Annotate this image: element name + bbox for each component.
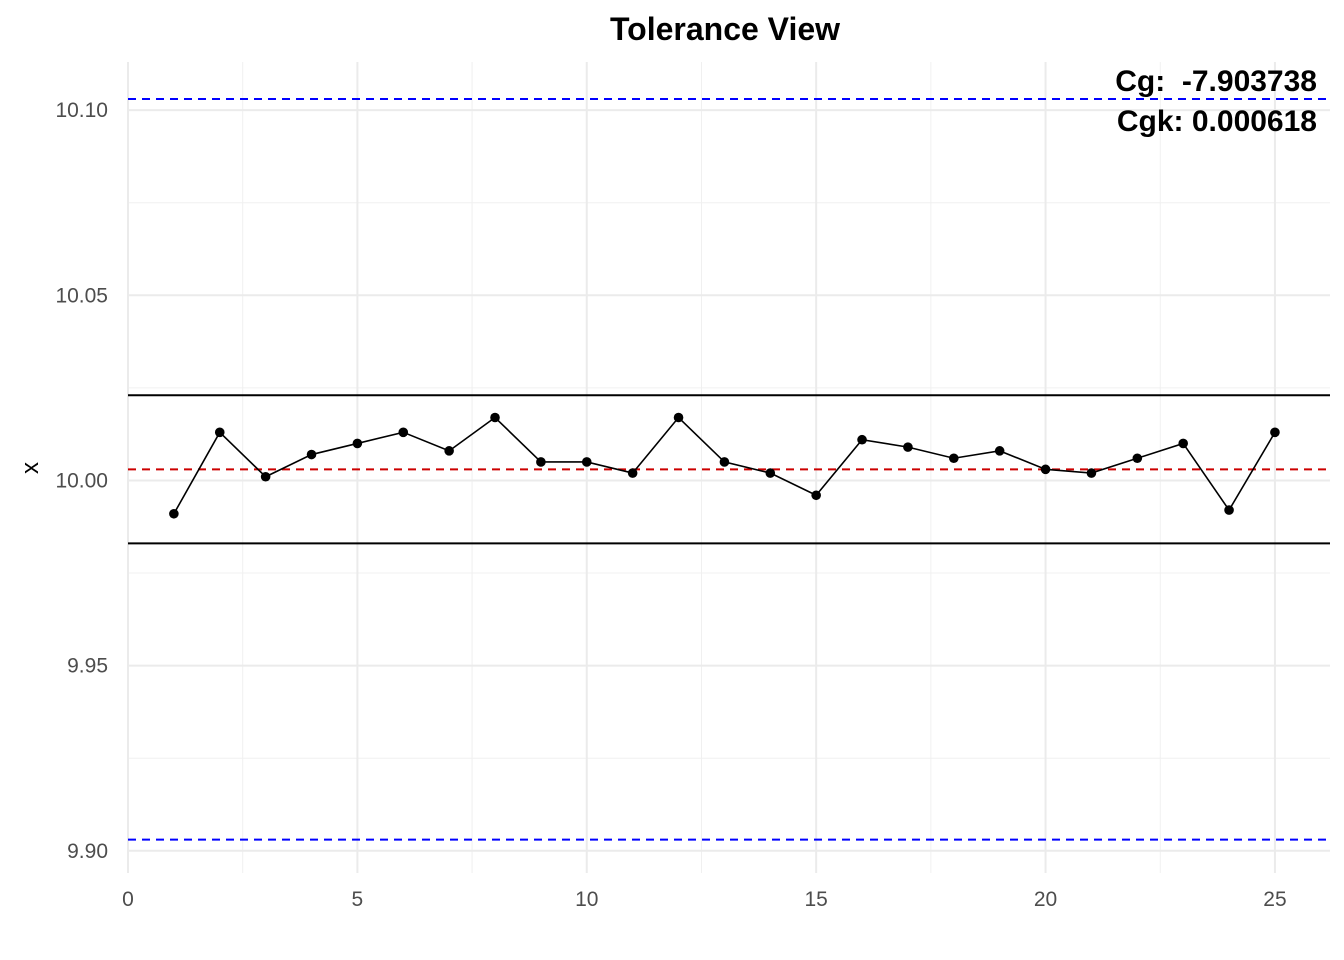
data-point: [581, 457, 592, 467]
data-point: [627, 468, 638, 478]
x-tick-label: 25: [1263, 888, 1286, 911]
data-point: [719, 457, 730, 467]
data-point: [1040, 464, 1051, 475]
x-tick-label: 15: [804, 888, 827, 911]
data-point: [444, 446, 454, 456]
y-tick-labels: 9.90 9.95 10.00 10.05 10.10: [55, 99, 108, 863]
minor-gridlines: [128, 62, 1330, 873]
data-point: [1086, 468, 1097, 478]
annotation-text: Cgk: 0.000618: [1117, 105, 1317, 138]
data-point: [994, 446, 1005, 456]
annotation-text: Cg: -7.903738: [1115, 65, 1317, 98]
major-gridlines: [127, 62, 1330, 873]
annotations: Cg: -7.903738 Cgk: 0.000618: [1115, 65, 1317, 138]
y-tick-label: 10.05: [55, 284, 108, 307]
data-point: [260, 471, 271, 482]
chart-title: Tolerance View: [610, 11, 840, 47]
data-point: [214, 427, 225, 438]
y-tick-label: 9.95: [67, 655, 108, 678]
data-point: [536, 457, 546, 467]
x-tick-label: 5: [352, 888, 364, 911]
data-point: [169, 508, 179, 519]
data-point: [1178, 438, 1188, 449]
x-tick-labels: 0 5 10 15 20 25: [122, 888, 1286, 911]
data-point: [811, 490, 821, 501]
data-point: [1270, 427, 1280, 438]
data-point: [398, 427, 409, 438]
x-tick-label: 20: [1034, 888, 1057, 911]
reference-lines: [128, 98, 1330, 841]
data-point: [352, 438, 363, 449]
data-point: [490, 412, 500, 423]
data-point: [673, 412, 684, 423]
y-tick-label: 9.90: [67, 840, 108, 863]
y-tick-label: 10.00: [55, 469, 108, 492]
x-tick-label: 10: [575, 888, 598, 911]
data-point: [949, 453, 959, 464]
data-point: [903, 442, 913, 452]
data-point: [1132, 453, 1143, 464]
y-tick-label: 10.10: [55, 99, 108, 122]
data-series: [169, 412, 1280, 519]
x-tick-label: 0: [122, 888, 134, 911]
data-point: [857, 434, 867, 445]
y-axis-label: x: [17, 462, 44, 474]
data-point: [306, 449, 317, 460]
data-point: [1224, 505, 1234, 515]
data-point: [765, 468, 776, 478]
